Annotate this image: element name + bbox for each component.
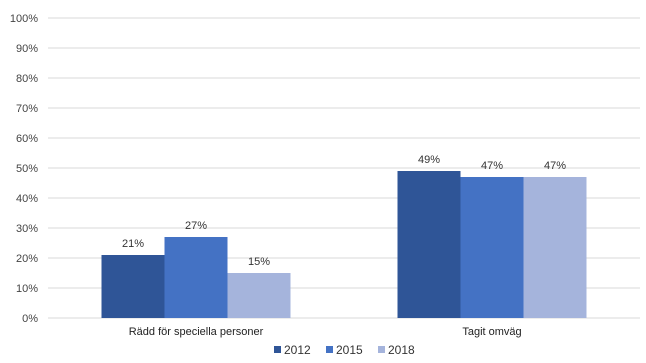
legend-label-2018: 2018: [388, 343, 415, 357]
legend-swatch-2018: [378, 346, 385, 353]
y-axis: 0% 10% 20% 30% 40% 50% 60% 70% 80% 90% 100%: [10, 13, 38, 325]
data-label-2015-0: 27%: [185, 220, 207, 232]
legend-label-2012: 2012: [284, 343, 311, 357]
data-labels: 21% 27% 15% 49% 47% 47%: [122, 154, 566, 268]
bar-2012-0: [101, 255, 165, 318]
legend-item-2012: 2012: [274, 343, 311, 357]
legend-swatch-2015: [326, 346, 333, 353]
legend-label-2015: 2015: [336, 343, 363, 357]
data-label-2018-1: 47%: [544, 160, 566, 172]
y-tick-label-80: 80%: [16, 73, 38, 85]
category-label-1: Tagit omväg: [462, 326, 521, 338]
bar-2012-1: [397, 171, 461, 318]
y-tick-label-60: 60%: [16, 133, 38, 145]
x-axis: Rädd för speciella personer Tagit omväg: [129, 326, 522, 338]
legend-swatch-2012: [274, 346, 281, 353]
bar-2018-1: [523, 177, 587, 318]
data-label-2012-1: 49%: [418, 154, 440, 166]
bars: [101, 171, 587, 318]
legend-item-2018: 2018: [378, 343, 415, 357]
y-tick-label-90: 90%: [16, 43, 38, 55]
y-tick-label-0: 0%: [22, 313, 38, 325]
bar-2018-0: [227, 273, 291, 318]
bar-2015-1: [460, 177, 524, 318]
y-tick-label-70: 70%: [16, 103, 38, 115]
y-tick-label-100: 100%: [10, 13, 38, 25]
y-tick-label-30: 30%: [16, 223, 38, 235]
legend-item-2015: 2015: [326, 343, 363, 357]
category-label-0: Rädd för speciella personer: [129, 326, 264, 338]
data-label-2018-0: 15%: [248, 256, 270, 268]
data-label-2012-0: 21%: [122, 238, 144, 250]
y-tick-label-40: 40%: [16, 193, 38, 205]
data-label-2015-1: 47%: [481, 160, 503, 172]
bar-2015-0: [164, 237, 228, 318]
y-tick-label-10: 10%: [16, 283, 38, 295]
y-tick-label-50: 50%: [16, 163, 38, 175]
legend: 2012 2015 2018: [274, 343, 415, 357]
y-tick-label-20: 20%: [16, 253, 38, 265]
